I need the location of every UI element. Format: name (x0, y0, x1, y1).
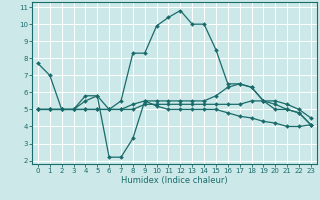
X-axis label: Humidex (Indice chaleur): Humidex (Indice chaleur) (121, 176, 228, 185)
